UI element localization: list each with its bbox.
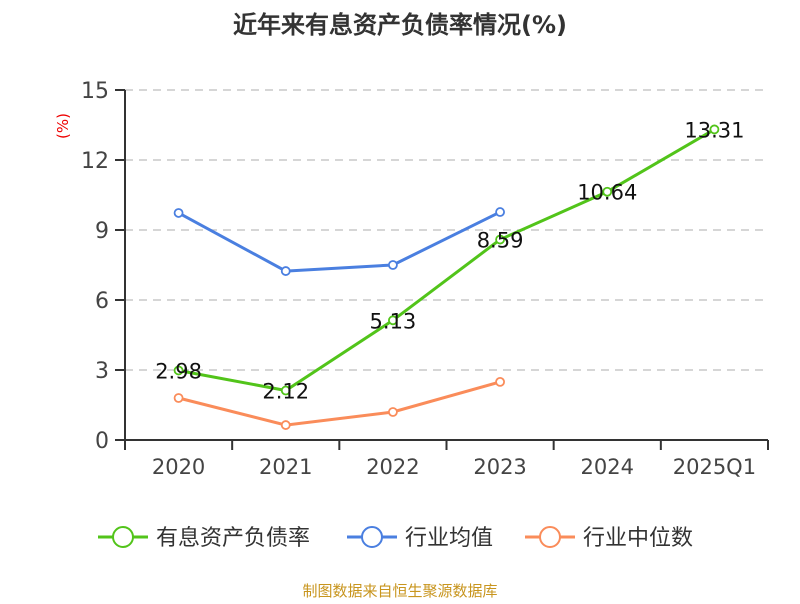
legend-label: 行业均值 [405,526,493,551]
data-point [173,393,184,403]
data-point [280,266,291,276]
data-label: 13.31 [684,118,744,142]
x-tick-label: 2025Q1 [673,455,756,479]
y-tick-label: 15 [81,79,109,104]
legend-marker [361,526,383,548]
data-point [602,186,613,197]
data-label: 10.64 [577,181,637,205]
legend-marker [539,526,561,548]
legend: 有息资产负债率 行业均值 行业中位数 [98,526,693,551]
chart-title: 近年来有息资产负债率情况(%) [233,11,567,39]
series-line [177,210,501,273]
data-point [495,376,505,387]
legend-label: 有息资产负债率 [156,526,310,551]
data-label: 2.98 [155,359,202,383]
x-tick-label: 2024 [581,455,634,479]
legend-label: 行业中位数 [583,526,693,551]
data-point [709,124,720,135]
data-label: 2.12 [262,380,309,404]
y-tick-label: 0 [95,429,109,454]
x-tick-label: 2021 [259,455,312,479]
y-axis-label: (%) [54,113,72,139]
data-point [173,365,184,376]
data-label: 5.13 [370,309,417,333]
series-group [173,124,720,430]
data-point [388,407,398,417]
data-labels: 2.98 2.12 5.13 8.59 10.64 13.31 [155,118,744,403]
y-tick-label: 6 [95,289,109,314]
series-line [178,380,501,427]
data-point [495,207,505,217]
data-point [388,260,398,270]
data-point [495,234,505,245]
y-tick-label: 9 [95,219,109,244]
x-tick-label: 2022 [366,455,419,479]
axes: 0 3 6 9 12 15 2020 2021 2022 2023 2024 2025Q1 [81,79,769,479]
series-line [178,128,716,393]
source-footer: 制图数据来自恒生聚源数据库 [302,582,497,600]
data-point [280,420,291,430]
legend-marker [112,526,134,548]
data-label: 8.59 [477,229,524,253]
data-point [173,208,184,218]
x-tick-label: 2020 [152,455,205,479]
x-tick-label: 2023 [473,455,526,479]
grid [125,89,768,371]
data-point [388,315,398,326]
y-tick-label: 12 [81,149,109,174]
y-tick-label: 3 [95,359,109,384]
data-point [280,385,291,396]
